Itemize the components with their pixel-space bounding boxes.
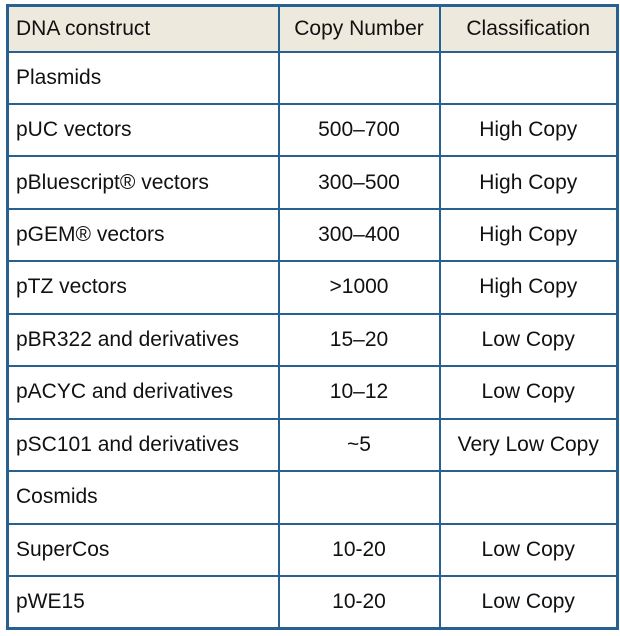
dna-copy-number-table: DNA construct Copy Number Classification… bbox=[6, 4, 619, 630]
table-row: Cosmids bbox=[6, 470, 619, 525]
cell-classification: Very Low Copy bbox=[438, 417, 619, 473]
cell-dna-construct: pSC101 and derivatives bbox=[6, 417, 280, 473]
cell-copy-number: 500–700 bbox=[277, 102, 441, 158]
table-body: Plasmids pUC vectors 500–700 High Copy p… bbox=[6, 50, 619, 630]
cell-copy-number: 300–500 bbox=[277, 155, 441, 210]
table-row: pSC101 and derivatives ~5 Very Low Copy bbox=[6, 417, 619, 473]
table-header: DNA construct Copy Number Classification bbox=[6, 4, 619, 53]
cell-dna-construct: pBluescript® vectors bbox=[6, 155, 280, 210]
cell-copy-number bbox=[277, 50, 441, 105]
cell-classification: Low Copy bbox=[438, 575, 619, 630]
cell-classification: High Copy bbox=[438, 102, 619, 158]
cell-dna-construct: pWE15 bbox=[6, 575, 280, 630]
column-header-dna-construct: DNA construct bbox=[6, 4, 280, 53]
cell-dna-construct: Cosmids bbox=[6, 470, 280, 525]
cell-copy-number: 15–20 bbox=[277, 312, 441, 368]
cell-dna-construct: pGEM® vectors bbox=[6, 207, 280, 263]
header-row: DNA construct Copy Number Classification bbox=[6, 4, 619, 53]
table-row: pACYC and derivatives 10–12 Low Copy bbox=[6, 365, 619, 420]
cell-copy-number: ~5 bbox=[277, 417, 441, 473]
cell-copy-number bbox=[277, 470, 441, 525]
cell-dna-construct: pTZ vectors bbox=[6, 260, 280, 315]
cell-copy-number: 10-20 bbox=[277, 575, 441, 630]
table-row: pTZ vectors >1000 High Copy bbox=[6, 260, 619, 315]
cell-copy-number: 300–400 bbox=[277, 207, 441, 263]
table-row: pBluescript® vectors 300–500 High Copy bbox=[6, 155, 619, 210]
cell-classification: Low Copy bbox=[438, 522, 619, 578]
table-row: SuperCos 10-20 Low Copy bbox=[6, 522, 619, 578]
cell-copy-number: >1000 bbox=[277, 260, 441, 315]
cell-classification: High Copy bbox=[438, 260, 619, 315]
cell-classification bbox=[438, 470, 619, 525]
table-row: Plasmids bbox=[6, 50, 619, 105]
cell-dna-construct: pUC vectors bbox=[6, 102, 280, 158]
table-row: pGEM® vectors 300–400 High Copy bbox=[6, 207, 619, 263]
table-row: pWE15 10-20 Low Copy bbox=[6, 575, 619, 630]
column-header-copy-number: Copy Number bbox=[277, 4, 441, 53]
table-row: pUC vectors 500–700 High Copy bbox=[6, 102, 619, 158]
cell-copy-number: 10-20 bbox=[277, 522, 441, 578]
cell-dna-construct: Plasmids bbox=[6, 50, 280, 105]
cell-dna-construct: SuperCos bbox=[6, 522, 280, 578]
cell-classification: High Copy bbox=[438, 155, 619, 210]
cell-dna-construct: pBR322 and derivatives bbox=[6, 312, 280, 368]
cell-dna-construct: pACYC and derivatives bbox=[6, 365, 280, 420]
cell-copy-number: 10–12 bbox=[277, 365, 441, 420]
cell-classification: Low Copy bbox=[438, 365, 619, 420]
cell-classification bbox=[438, 50, 619, 105]
table-row: pBR322 and derivatives 15–20 Low Copy bbox=[6, 312, 619, 368]
cell-classification: High Copy bbox=[438, 207, 619, 263]
column-header-classification: Classification bbox=[438, 4, 619, 53]
cell-classification: Low Copy bbox=[438, 312, 619, 368]
